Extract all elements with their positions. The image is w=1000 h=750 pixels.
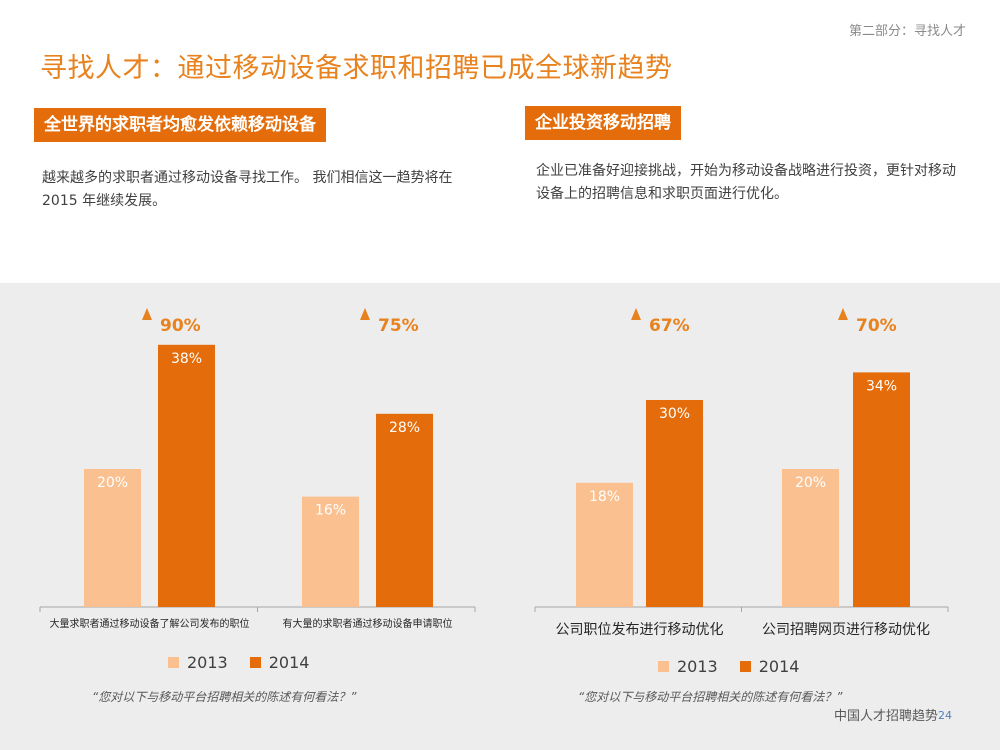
up-arrow-icon [142,308,152,320]
category-label: 公司招聘网页进行移动优化 [762,622,930,638]
growth-label: 67% [649,316,690,336]
legend-item-2014: 2014 [739,657,800,676]
bar-data-label: 20% [795,475,826,491]
category-label: 大量求职者通过移动设备了解公司发布的职位 [50,617,250,630]
survey-question-left: “您对以下与移动平台招聘相关的陈述有何看法？” [92,690,357,704]
bar-data-label: 16% [315,503,346,519]
left-body-text: 越来越多的求职者通过移动设备寻找工作。 我们相信这一趋势将在 2015 年继续发… [42,170,453,209]
bar-2013 [782,469,839,607]
growth-label: 90% [160,316,201,336]
legend-item-2013: 2013 [168,653,228,672]
legend-swatch-2013 [658,661,669,672]
bar-2013 [84,469,141,607]
legend-swatch-2014 [739,661,751,672]
bar-data-label: 34% [866,378,897,394]
bar-data-label: 20% [97,475,128,491]
up-arrow-icon [631,308,641,320]
legend-label-2013: 2013 [677,657,718,676]
right-body-text: 企业已准备好迎接挑战，开始为移动设备战略进行投资，更针对移动设备上的招聘信息和求… [536,163,956,202]
up-arrow-icon [360,308,370,320]
legend-label-2014: 2014 [268,653,310,672]
bar-data-label: 18% [589,489,620,505]
page-number: 24 [938,709,952,722]
bar-data-label: 30% [659,406,690,422]
legend-swatch-2013 [168,657,179,668]
bar-data-label: 38% [171,351,202,367]
legend-swatch-2014 [249,657,261,668]
right-heading: 企业投资移动招聘 [525,106,681,140]
legend-label-2014: 2014 [758,657,800,676]
legend-right: 2013 2014 [658,657,821,676]
up-arrow-icon [838,308,848,320]
bar-data-label: 28% [389,420,420,436]
legend-left: 2013 2014 [168,653,331,672]
bar-2013 [576,482,633,607]
bar-2014 [376,413,433,607]
bar-2014 [853,372,910,607]
survey-question-right: “您对以下与移动平台招聘相关的陈述有何看法？” [578,690,843,704]
bar-2014 [158,344,215,607]
left-heading: 全世界的求职者均愈发依赖移动设备 [34,108,326,142]
footer-text: 中国人才招聘趋势 [833,709,938,724]
legend-item-2014: 2014 [249,653,310,672]
category-label: 有大量的求职者通过移动设备申请职位 [283,617,453,630]
page-title: 寻找人才：通过移动设备求职和招聘已成全球新趋势 [40,53,673,84]
growth-label: 75% [378,316,419,336]
bar-2013 [302,496,359,607]
legend-item-2013: 2013 [658,657,718,676]
category-label: 公司职位发布进行移动优化 [556,622,724,638]
bar-charts: 20% 38% 90% 大量求职者通过移动设备了解公司发布的职位 16% 28% 75% 有大… [39,308,949,638]
section-label: 第二部分：寻找人才 [848,24,966,39]
bar-2014 [646,400,703,607]
growth-label: 70% [856,316,897,336]
legend-label-2013: 2013 [187,653,228,672]
